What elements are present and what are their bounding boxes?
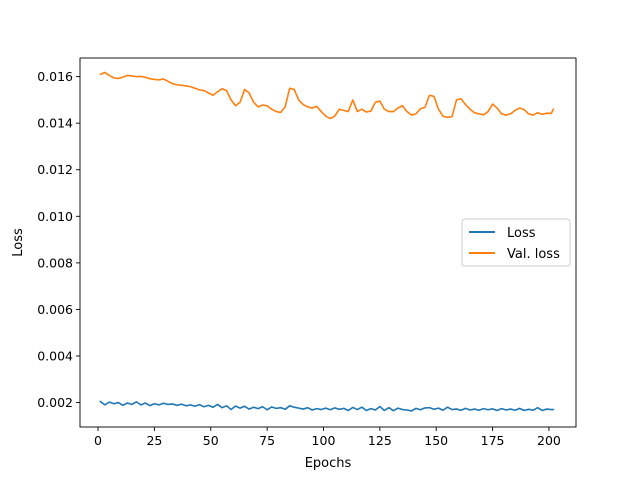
x-tick-label: 200 — [537, 433, 561, 448]
x-tick-label: 50 — [203, 433, 219, 448]
y-tick-label: 0.004 — [37, 348, 73, 363]
y-tick-label: 0.002 — [37, 395, 73, 410]
series-line-loss — [99, 400, 555, 412]
x-tick-label: 75 — [259, 433, 275, 448]
y-tick-label: 0.012 — [37, 162, 73, 177]
series-layer — [99, 71, 555, 412]
x-tick-label: 125 — [368, 433, 392, 448]
legend: Loss Val. loss — [461, 218, 571, 267]
legend-entry-loss: Loss — [507, 226, 536, 241]
series-line-val-loss — [99, 71, 555, 120]
y-axis-label: Loss — [11, 228, 26, 257]
x-tick-label: 0 — [94, 433, 102, 448]
y-tick-label: 0.006 — [37, 302, 73, 317]
x-tick-label: 100 — [312, 433, 336, 448]
legend-entry-val-loss: Val. loss — [507, 247, 560, 262]
y-tick-label: 0.010 — [37, 209, 73, 224]
x-axis: 0 25 50 75 100 125 150 175 200 — [94, 427, 561, 448]
y-tick-label: 0.014 — [37, 116, 73, 131]
x-tick-label: 150 — [424, 433, 448, 448]
x-axis-label: Epochs — [305, 456, 352, 471]
x-tick-label: 175 — [481, 433, 505, 448]
legend-box — [461, 218, 571, 267]
y-tick-label: 0.016 — [37, 69, 73, 84]
y-tick-label: 0.008 — [37, 255, 73, 270]
y-axis: 0.002 0.004 0.006 0.008 0.010 0.012 0.014 0.016 — [37, 69, 80, 410]
x-tick-label: 25 — [146, 433, 162, 448]
plot-frame — [79, 57, 577, 428]
